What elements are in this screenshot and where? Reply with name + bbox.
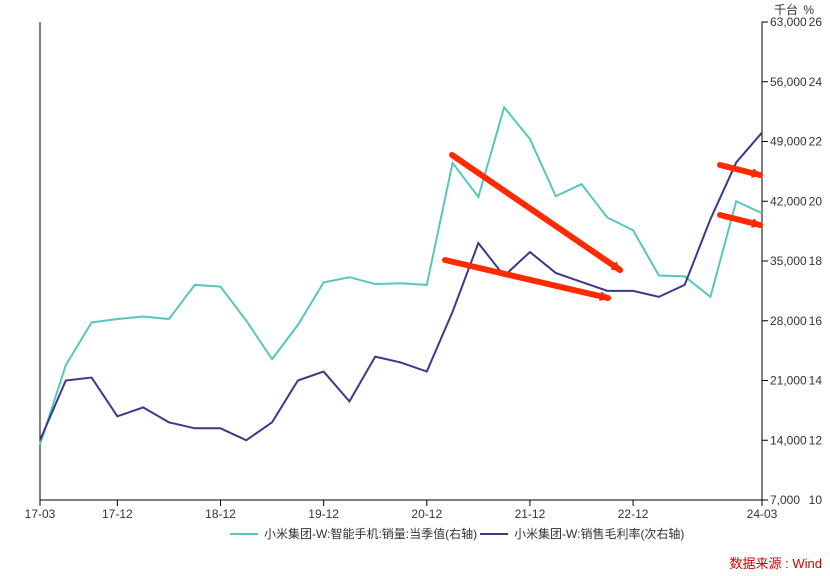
x-tick-label: 17-12	[102, 507, 133, 521]
chart-container: 7,000 14,000 21,000 28,000 35,000 42,000 49,00…	[0, 0, 830, 576]
y2-tick-label: 18	[809, 254, 823, 268]
series-gross-margin	[40, 133, 762, 441]
annotation-arrow	[445, 260, 608, 298]
y2-tick-label: 16	[809, 314, 823, 328]
y1-tick-label: 42,000	[770, 194, 807, 208]
y1-tick-label: 49,000	[770, 135, 807, 149]
dual-axis-line-chart: 7,000 14,000 21,000 28,000 35,000 42,000 49,00…	[0, 0, 830, 576]
y2-axis-title: %	[803, 3, 814, 17]
y1-tick-label: 56,000	[770, 75, 807, 89]
x-tick-label: 19-12	[308, 507, 339, 521]
y1-tick-label: 35,000	[770, 254, 807, 268]
x-tick-label: 24-03	[747, 507, 778, 521]
legend-label: 小米集团-W:智能手机:销量:当季值(右轴)	[264, 526, 477, 541]
axis-frame-left-bottom	[40, 22, 762, 500]
y1-tick-label: 63,000	[770, 15, 807, 29]
y1-tick-label: 14,000	[770, 433, 807, 447]
y2-tick-label: 14	[809, 374, 823, 388]
y2-tick-label: 10	[809, 493, 823, 507]
series-sales-volume	[40, 107, 762, 444]
y2-tick-label: 26	[809, 15, 823, 29]
y1-tick-label: 21,000	[770, 374, 807, 388]
annotation-arrow	[720, 165, 760, 175]
x-tick-label: 21-12	[515, 507, 546, 521]
x-tick-label: 20-12	[411, 507, 442, 521]
y2-tick-label: 20	[809, 194, 823, 208]
y2-tick-label: 22	[809, 135, 823, 149]
y1-axis-title: 千台	[774, 2, 798, 17]
x-tick-label: 18-12	[205, 507, 236, 521]
annotation-arrow	[452, 155, 620, 270]
y2-tick-label: 24	[809, 75, 823, 89]
y2-tick-label: 12	[809, 433, 823, 447]
data-source-label: 数据来源 : Wind	[730, 556, 822, 571]
y1-tick-label: 28,000	[770, 314, 807, 328]
x-tick-label: 22-12	[618, 507, 649, 521]
legend-label: 小米集团-W:销售毛利率(次右轴)	[514, 526, 684, 541]
annotation-arrow	[720, 215, 760, 225]
x-tick-label: 17-03	[25, 507, 56, 521]
y1-tick-label: 7,000	[770, 493, 800, 507]
